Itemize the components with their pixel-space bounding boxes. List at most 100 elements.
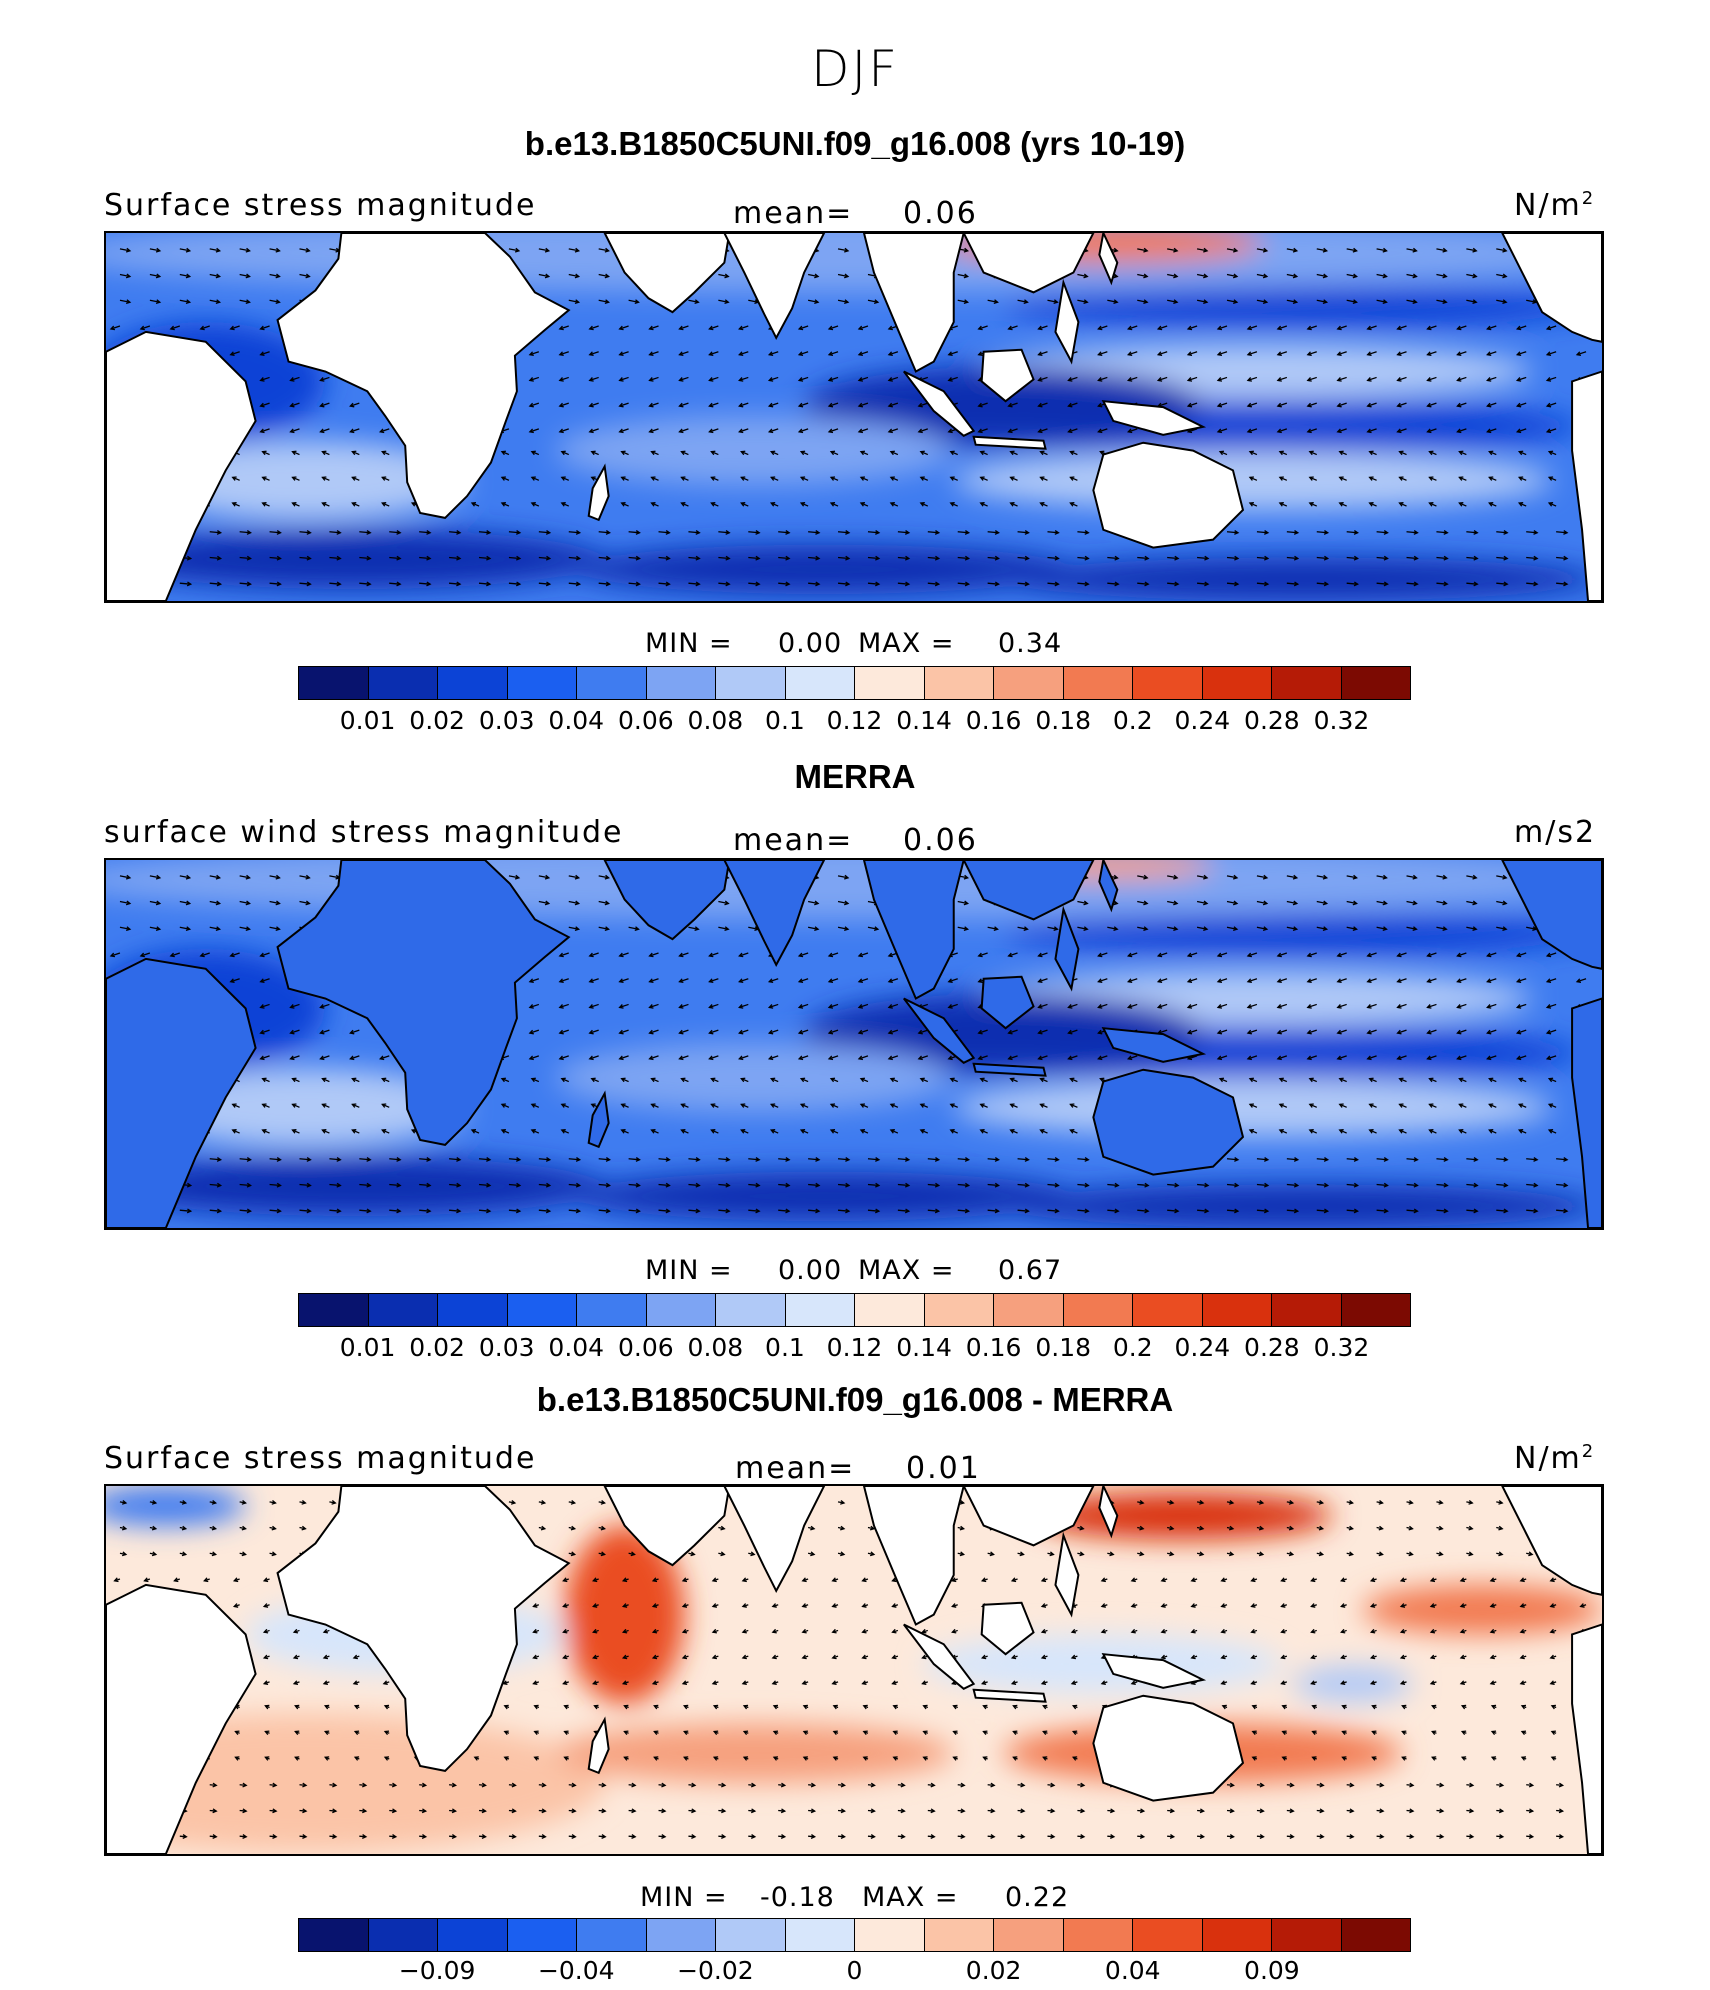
colorbar-tick-label: 0.03	[478, 1333, 535, 1362]
colorbar-tick-label: −0.09	[398, 1956, 476, 1985]
colorbar-swatch	[716, 1294, 786, 1326]
colorbar-swatch	[716, 667, 786, 699]
colorbar-tick-label: 0.28	[1244, 706, 1300, 735]
colorbar-swatch	[577, 1919, 647, 1951]
colorbar-tick-label: −0.02	[677, 1956, 754, 1985]
panel-3-max-label: MAX =	[862, 1882, 959, 1913]
colorbar-tick-label: 0.16	[965, 1333, 1022, 1362]
colorbar-swatch	[1272, 667, 1342, 699]
colorbar-swatch	[855, 1919, 925, 1951]
panel-3-colorbar	[298, 1918, 1411, 1952]
panel-3-mean-label: mean=	[735, 1451, 856, 1486]
colorbar-tick-label: 0.02	[409, 1333, 465, 1362]
colorbar-swatch	[1202, 1294, 1272, 1326]
colorbar-swatch	[438, 667, 508, 699]
colorbar-tick-label: 0.03	[478, 706, 535, 735]
colorbar-swatch	[299, 1294, 369, 1326]
panel-1-mean-label: mean=	[733, 196, 854, 231]
colorbar-swatch	[785, 1294, 855, 1326]
colorbar-tick-label: 0.1	[765, 706, 805, 735]
colorbar-tick-label: 0.06	[617, 706, 674, 735]
colorbar-swatch	[368, 1294, 438, 1326]
colorbar-swatch	[1272, 1919, 1342, 1951]
panel-1-min-value: 0.00	[778, 628, 843, 659]
panel-3-title: b.e13.B1850C5UNI.f09_g16.008 - MERRA	[536, 1381, 1174, 1418]
panel-3-map	[104, 1484, 1604, 1856]
colorbar-swatch	[1272, 1294, 1342, 1326]
panel-2-max-value: 0.67	[998, 1255, 1063, 1286]
figure-title: DJF	[810, 40, 899, 98]
colorbar-tick-label: 0.02	[965, 1956, 1022, 1985]
colorbar-tick-label: 0.02	[409, 706, 465, 735]
colorbar-swatch	[994, 1294, 1064, 1326]
panel-2-mean-value: 0.06	[903, 823, 978, 858]
colorbar-tick-label: 0	[846, 1956, 863, 1985]
panel-2-colorbar-ticks: 0.01 0.02 0.03 0.04 0.06 0.08 0.1 0.12 0.14 0.16 0…	[0, 1333, 1710, 1367]
colorbar-tick-label: 0.16	[965, 706, 1022, 735]
colorbar-tick-label: 0.01	[339, 1333, 396, 1362]
panel-1-max-label: MAX =	[858, 628, 955, 659]
panel-1-max-value: 0.34	[998, 628, 1063, 659]
colorbar-swatch	[1133, 1294, 1203, 1326]
colorbar-tick-label: 0.18	[1035, 706, 1092, 735]
colorbar-swatch	[438, 1294, 508, 1326]
colorbar-swatch	[1202, 667, 1272, 699]
panel-2-mean-label: mean=	[733, 823, 854, 858]
panel-3-max-value: 0.22	[1005, 1882, 1070, 1913]
panel-3-units: N/m2	[1514, 1441, 1596, 1476]
colorbar-tick-label: 0.14	[896, 706, 952, 735]
colorbar-tick-label: 0.12	[826, 1333, 883, 1362]
colorbar-swatch	[924, 1294, 994, 1326]
colorbar-swatch	[716, 1919, 786, 1951]
colorbar-tick-label: 0.04	[548, 1333, 605, 1362]
colorbar-tick-label: 0.04	[548, 706, 605, 735]
colorbar-swatch	[646, 667, 716, 699]
panel-1-min-label: MIN =	[645, 628, 733, 659]
colorbar-swatch	[299, 667, 369, 699]
colorbar-tick-label: 0.09	[1244, 1956, 1300, 1985]
panel-2-title: MERRA	[794, 758, 916, 795]
panel-3-colorbar-ticks: −0.09 −0.04 −0.02 0 0.02 0.04 0.09	[0, 1956, 1710, 1990]
colorbar-swatch	[1063, 1919, 1133, 1951]
colorbar-swatch	[1133, 667, 1203, 699]
colorbar-tick-label: 0.24	[1174, 1333, 1231, 1362]
colorbar-swatch	[1341, 1919, 1410, 1951]
colorbar-swatch	[577, 1294, 647, 1326]
panel-3-min-value: -0.18	[760, 1882, 835, 1913]
panel-1-map	[104, 231, 1604, 603]
colorbar-swatch	[646, 1294, 716, 1326]
colorbar-swatch	[1133, 1919, 1203, 1951]
colorbar-tick-label: 0.04	[1104, 1956, 1161, 1985]
colorbar-swatch	[855, 667, 925, 699]
colorbar-tick-label: 0.08	[687, 1333, 744, 1362]
colorbar-swatch	[994, 1919, 1064, 1951]
colorbar-tick-label: 0.28	[1244, 1333, 1300, 1362]
panel-1-units: N/m2	[1514, 188, 1596, 223]
colorbar-tick-label: 0.12	[826, 706, 883, 735]
panel-3-variable-label: Surface stress magnitude	[104, 1441, 537, 1476]
colorbar-swatch	[507, 667, 577, 699]
panel-2-min-label: MIN =	[645, 1255, 733, 1286]
colorbar-swatch	[438, 1919, 508, 1951]
panel-2-variable-label: surface wind stress magnitude	[104, 815, 624, 850]
colorbar-swatch	[855, 1294, 925, 1326]
colorbar-tick-label: 0.2	[1112, 1333, 1153, 1362]
colorbar-swatch	[1341, 667, 1410, 699]
colorbar-swatch	[1341, 1294, 1410, 1326]
colorbar-swatch	[994, 667, 1064, 699]
colorbar-swatch	[924, 667, 994, 699]
colorbar-tick-label: 0.1	[765, 1333, 805, 1362]
colorbar-swatch	[577, 667, 647, 699]
colorbar-swatch	[507, 1919, 577, 1951]
colorbar-swatch	[646, 1919, 716, 1951]
colorbar-swatch	[368, 667, 438, 699]
colorbar-swatch	[785, 667, 855, 699]
colorbar-tick-label: 0.14	[896, 1333, 952, 1362]
colorbar-tick-label: 0.06	[617, 1333, 674, 1362]
panel-2-max-label: MAX =	[858, 1255, 955, 1286]
colorbar-swatch	[924, 1919, 994, 1951]
panel-1-colorbar	[298, 666, 1411, 700]
colorbar-swatch	[1063, 667, 1133, 699]
panel-1-title: b.e13.B1850C5UNI.f09_g16.008 (yrs 10-19)	[524, 125, 1186, 162]
panel-2-units: m/s2	[1514, 815, 1597, 850]
